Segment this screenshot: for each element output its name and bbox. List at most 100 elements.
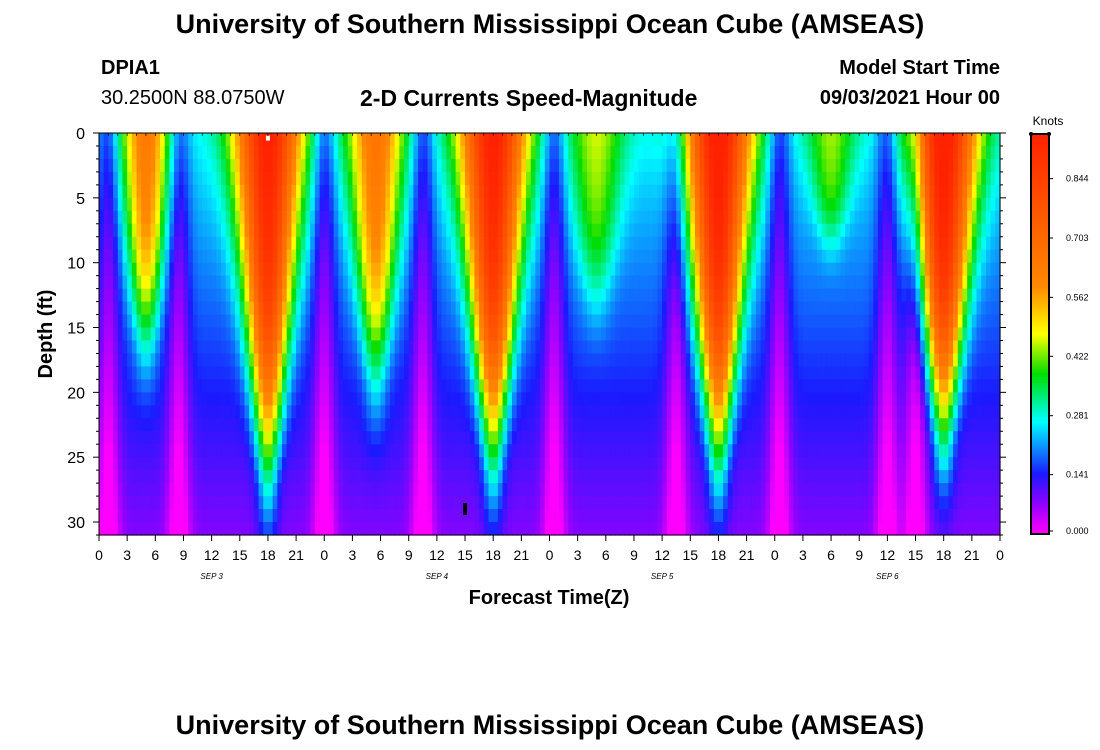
- heatmap-cell: [568, 223, 574, 238]
- heatmap-cell: [225, 444, 231, 458]
- heatmap-cell: [507, 522, 513, 536]
- heatmap-cell: [737, 522, 743, 536]
- heatmap-cell: [418, 327, 424, 342]
- heatmap-cell: [831, 405, 837, 419]
- heatmap-cell: [633, 145, 640, 160]
- heatmap-cell: [235, 483, 241, 497]
- heatmap-cell: [821, 366, 827, 380]
- heatmap-cell: [760, 314, 766, 329]
- heatmap-cell: [361, 210, 368, 225]
- heatmap-cell: [427, 171, 433, 186]
- heatmap-cell: [835, 379, 842, 393]
- heatmap-cell: [432, 236, 438, 251]
- heatmap-cell: [582, 158, 588, 173]
- heatmap-cell: [629, 405, 635, 419]
- heatmap-cell: [474, 145, 480, 160]
- heatmap-cell: [699, 158, 705, 173]
- heatmap-cell: [502, 314, 508, 329]
- heatmap-cell: [333, 184, 339, 199]
- heatmap-cell: [465, 184, 471, 199]
- heatmap-cell: [253, 496, 260, 510]
- heatmap-cell: [371, 145, 377, 160]
- heatmap-cell: [314, 379, 321, 393]
- heatmap-cell: [239, 353, 246, 368]
- heatmap-cell: [319, 249, 325, 264]
- heatmap-cell: [455, 353, 461, 368]
- heatmap-cell: [802, 483, 809, 497]
- heatmap-cell: [657, 301, 663, 316]
- heatmap-cell: [488, 483, 494, 497]
- heatmap-cell: [807, 483, 813, 497]
- heatmap-cell: [324, 522, 330, 536]
- heatmap-cell: [540, 431, 546, 445]
- heatmap-cell: [263, 301, 269, 316]
- heatmap-cell: [511, 366, 518, 380]
- heatmap-cell: [145, 223, 152, 238]
- heatmap-cell: [657, 197, 663, 212]
- heatmap-cell: [615, 145, 621, 160]
- heatmap-cell: [352, 496, 358, 510]
- heatmap-cell: [502, 444, 508, 458]
- heatmap-cell: [558, 301, 565, 316]
- heatmap-cell: [263, 249, 269, 264]
- heatmap-cell: [601, 457, 607, 471]
- heatmap-cell: [727, 184, 734, 199]
- heatmap-cell: [450, 353, 457, 368]
- heatmap-cell: [849, 431, 856, 445]
- heatmap-cell: [338, 483, 344, 497]
- heatmap-cell: [812, 249, 818, 264]
- heatmap-cell: [347, 171, 353, 186]
- heatmap-cell: [849, 236, 856, 251]
- heatmap-cell: [141, 223, 147, 238]
- heatmap-cell: [479, 431, 485, 445]
- heatmap-cell: [793, 184, 799, 199]
- heatmap-cell: [164, 353, 170, 368]
- heatmap-cell: [502, 366, 508, 380]
- heatmap-cell: [577, 236, 583, 251]
- heatmap-cell: [291, 171, 297, 186]
- heatmap-cell: [413, 275, 419, 290]
- heatmap-cell: [511, 340, 518, 355]
- heatmap-cell: [267, 288, 274, 303]
- heatmap-cell: [216, 249, 222, 264]
- heatmap-cell: [446, 353, 452, 368]
- heatmap-cell: [488, 392, 494, 406]
- heatmap-cell: [192, 431, 199, 445]
- heatmap-cell: [821, 327, 827, 342]
- heatmap-cell: [446, 327, 452, 342]
- heatmap-cell: [526, 405, 532, 419]
- heatmap-cell: [793, 496, 799, 510]
- heatmap-cell: [169, 444, 175, 458]
- heatmap-cell: [272, 392, 278, 406]
- heatmap-cell: [582, 288, 588, 303]
- heatmap-cell: [136, 457, 142, 471]
- heatmap-cell: [704, 249, 710, 264]
- heatmap-cell: [821, 444, 827, 458]
- heatmap-cell: [422, 171, 429, 186]
- heatmap-cell: [648, 457, 654, 471]
- heatmap-cell: [169, 223, 175, 238]
- heatmap-cell: [831, 184, 837, 199]
- heatmap-cell: [497, 171, 504, 186]
- heatmap-cell: [741, 418, 748, 432]
- heatmap-cell: [441, 444, 447, 458]
- heatmap-cell: [277, 483, 283, 497]
- heatmap-cell: [183, 145, 189, 160]
- heatmap-cell: [446, 301, 452, 316]
- heatmap-cell: [587, 405, 593, 419]
- heatmap-cell: [333, 210, 339, 225]
- heatmap-cell: [103, 288, 109, 303]
- heatmap-cell: [643, 405, 649, 419]
- heatmap-cell: [399, 197, 405, 212]
- heatmap-cell: [239, 392, 246, 406]
- heatmap-cell: [408, 366, 415, 380]
- heatmap-cell: [831, 522, 837, 536]
- heatmap-cell: [371, 327, 377, 342]
- heatmap-cell: [511, 133, 518, 147]
- heatmap-cell: [357, 470, 363, 484]
- heatmap-cell: [127, 496, 133, 510]
- heatmap-cell: [164, 171, 170, 186]
- heatmap-cell: [474, 133, 480, 147]
- heatmap-cell: [314, 470, 321, 484]
- heatmap-cell: [174, 158, 180, 173]
